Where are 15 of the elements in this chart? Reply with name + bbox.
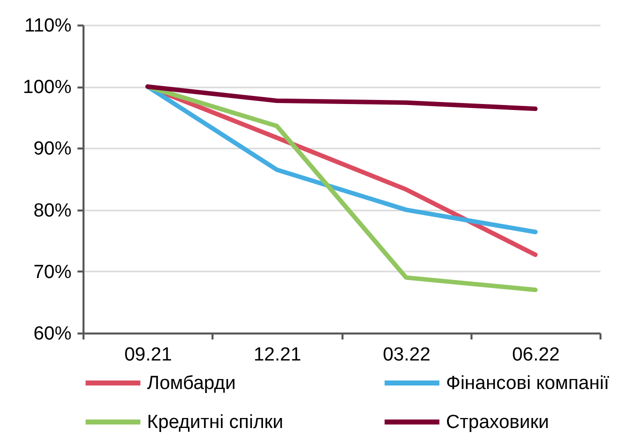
y-tick-label: 70% (33, 262, 72, 283)
x-tick-label: 06.22 (512, 344, 560, 366)
legend-label: Ломбарди (147, 373, 236, 394)
x-tick-label: 09.21 (124, 344, 172, 366)
y-tick-label: 100% (22, 77, 72, 98)
y-tick-label: 60% (33, 324, 72, 344)
x-tick-label: 03.22 (382, 344, 430, 366)
legend-label: Кредитні спілки (147, 412, 284, 433)
legend-label: Страховики (446, 412, 550, 433)
y-tick-label: 90% (33, 138, 72, 160)
y-tick-label: 80% (33, 200, 72, 222)
x-tick-label: 12.21 (254, 344, 302, 366)
legend-label: Фінансові компанії (446, 373, 610, 394)
y-tick-label: 110% (24, 16, 72, 36)
line-series (145, 84, 538, 112)
